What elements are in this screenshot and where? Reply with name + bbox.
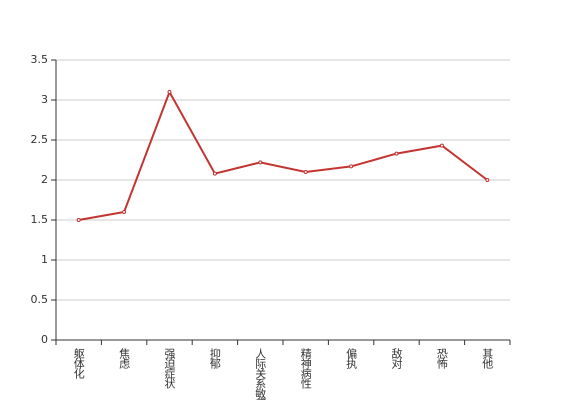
x-tick-label: 焦虑: [118, 348, 131, 369]
x-tick-label: 恐怖: [435, 348, 448, 369]
x-tick-label: 躯体化: [72, 348, 85, 380]
data-point: [122, 210, 127, 214]
x-tick-label: 抑郁: [208, 347, 221, 369]
data-point: [258, 160, 263, 165]
data-point: [212, 171, 217, 176]
data-point: [167, 90, 172, 94]
y-tick-label: 0.5: [31, 293, 49, 306]
x-tick-label: 精神病性: [299, 348, 312, 390]
x-tick-label: 人际关系敏感: [254, 348, 267, 400]
x-tick-label: 强迫症状: [163, 348, 176, 389]
y-tick-label: 3.5: [31, 53, 49, 66]
x-tick-label: 其他: [481, 348, 494, 369]
y-tick-label: 1: [41, 253, 48, 266]
x-tick-label: 偏执: [345, 347, 358, 370]
data-line: [78, 89, 488, 221]
data-point: [485, 178, 490, 182]
data-point: [76, 218, 81, 222]
y-tick-label: 1.5: [31, 213, 49, 226]
y-tick-label: 2: [41, 173, 48, 186]
data-point: [439, 143, 444, 148]
data-point: [349, 164, 354, 169]
data-point: [303, 170, 308, 174]
y-tick-label: 3: [41, 93, 48, 106]
data-point: [394, 151, 399, 156]
x-tick-label: 敌对: [390, 347, 403, 369]
y-tick-label: 0: [41, 333, 48, 346]
y-tick-label: 2.5: [31, 133, 49, 146]
